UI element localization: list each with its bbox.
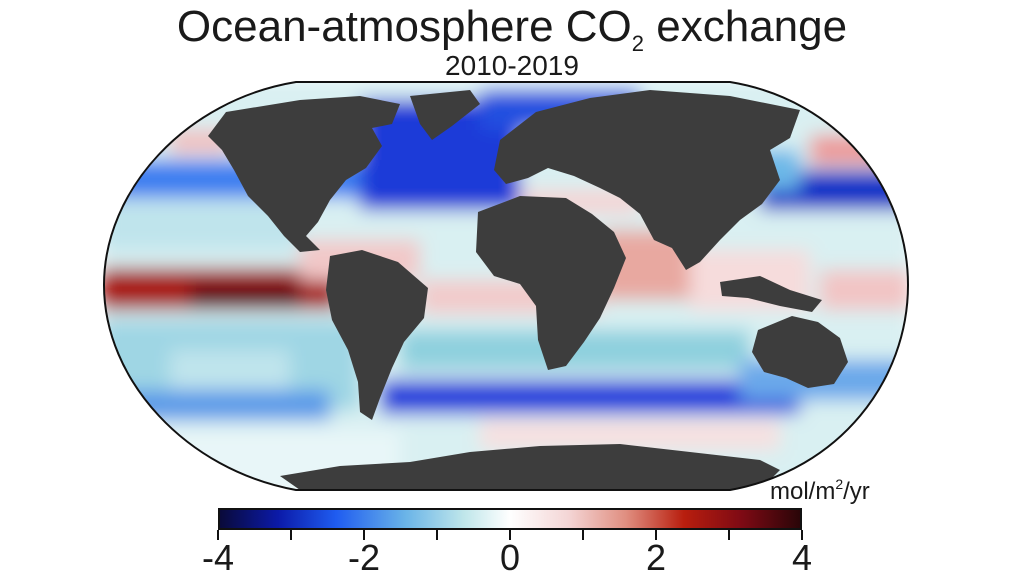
antarctica-land (280, 444, 780, 490)
land-masses (208, 90, 848, 490)
colorbar-tick-label: 0 (499, 537, 521, 578)
colorbar-tick-label: -4 (201, 537, 234, 578)
colorbar-tick (582, 530, 584, 540)
colorbar-tick (436, 530, 438, 540)
colorbar-tick (290, 530, 292, 540)
colorbar-tick-label: -2 (347, 537, 380, 578)
australia-land (752, 316, 848, 388)
africa-land (476, 196, 626, 370)
map-subtitle: 2010-2019 (445, 50, 579, 81)
eurasia-land (494, 90, 800, 270)
units-label: mol/m2/yr (770, 476, 870, 505)
south-america-land (326, 250, 428, 420)
colorbar-tick (363, 530, 365, 540)
colorbar-tick (801, 530, 803, 540)
colorbar-tick (655, 530, 657, 540)
greenland-land (410, 90, 480, 140)
colorbar-tick (728, 530, 730, 540)
colorbar-tick (509, 530, 511, 540)
colorbar-tick (217, 530, 219, 540)
map-frame (102, 81, 910, 491)
north-america-land (208, 96, 400, 252)
map-title: Ocean-atmosphere CO2 exchange (176, 2, 848, 56)
colorbar (218, 508, 802, 530)
colorbar-tick-label: 2 (645, 537, 667, 578)
indonesia-land (720, 276, 822, 312)
colorbar-tick-label: 4 (791, 537, 813, 578)
